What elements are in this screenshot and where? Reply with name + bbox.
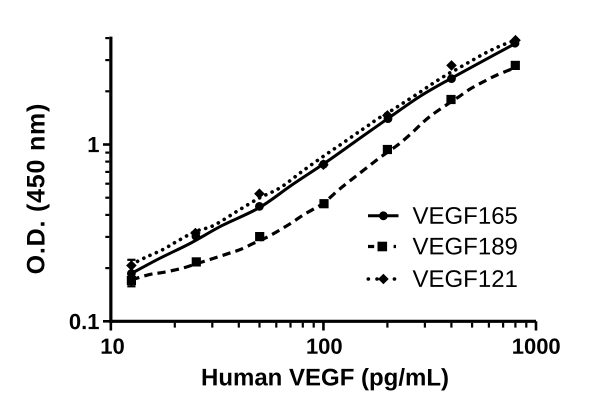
svg-text:O.D. (450 nm): O.D. (450 nm) bbox=[22, 103, 50, 275]
svg-text:VEGF165: VEGF165 bbox=[412, 203, 517, 230]
svg-text:Human VEGF (pg/mL): Human VEGF (pg/mL) bbox=[201, 364, 449, 391]
svg-text:1000: 1000 bbox=[512, 334, 561, 359]
svg-text:VEGF189: VEGF189 bbox=[412, 233, 517, 260]
svg-text:VEGF121: VEGF121 bbox=[412, 266, 517, 293]
svg-text:100: 100 bbox=[306, 334, 343, 359]
svg-text:10: 10 bbox=[100, 334, 124, 359]
svg-text:1: 1 bbox=[87, 132, 99, 157]
svg-text:0.1: 0.1 bbox=[69, 309, 100, 334]
